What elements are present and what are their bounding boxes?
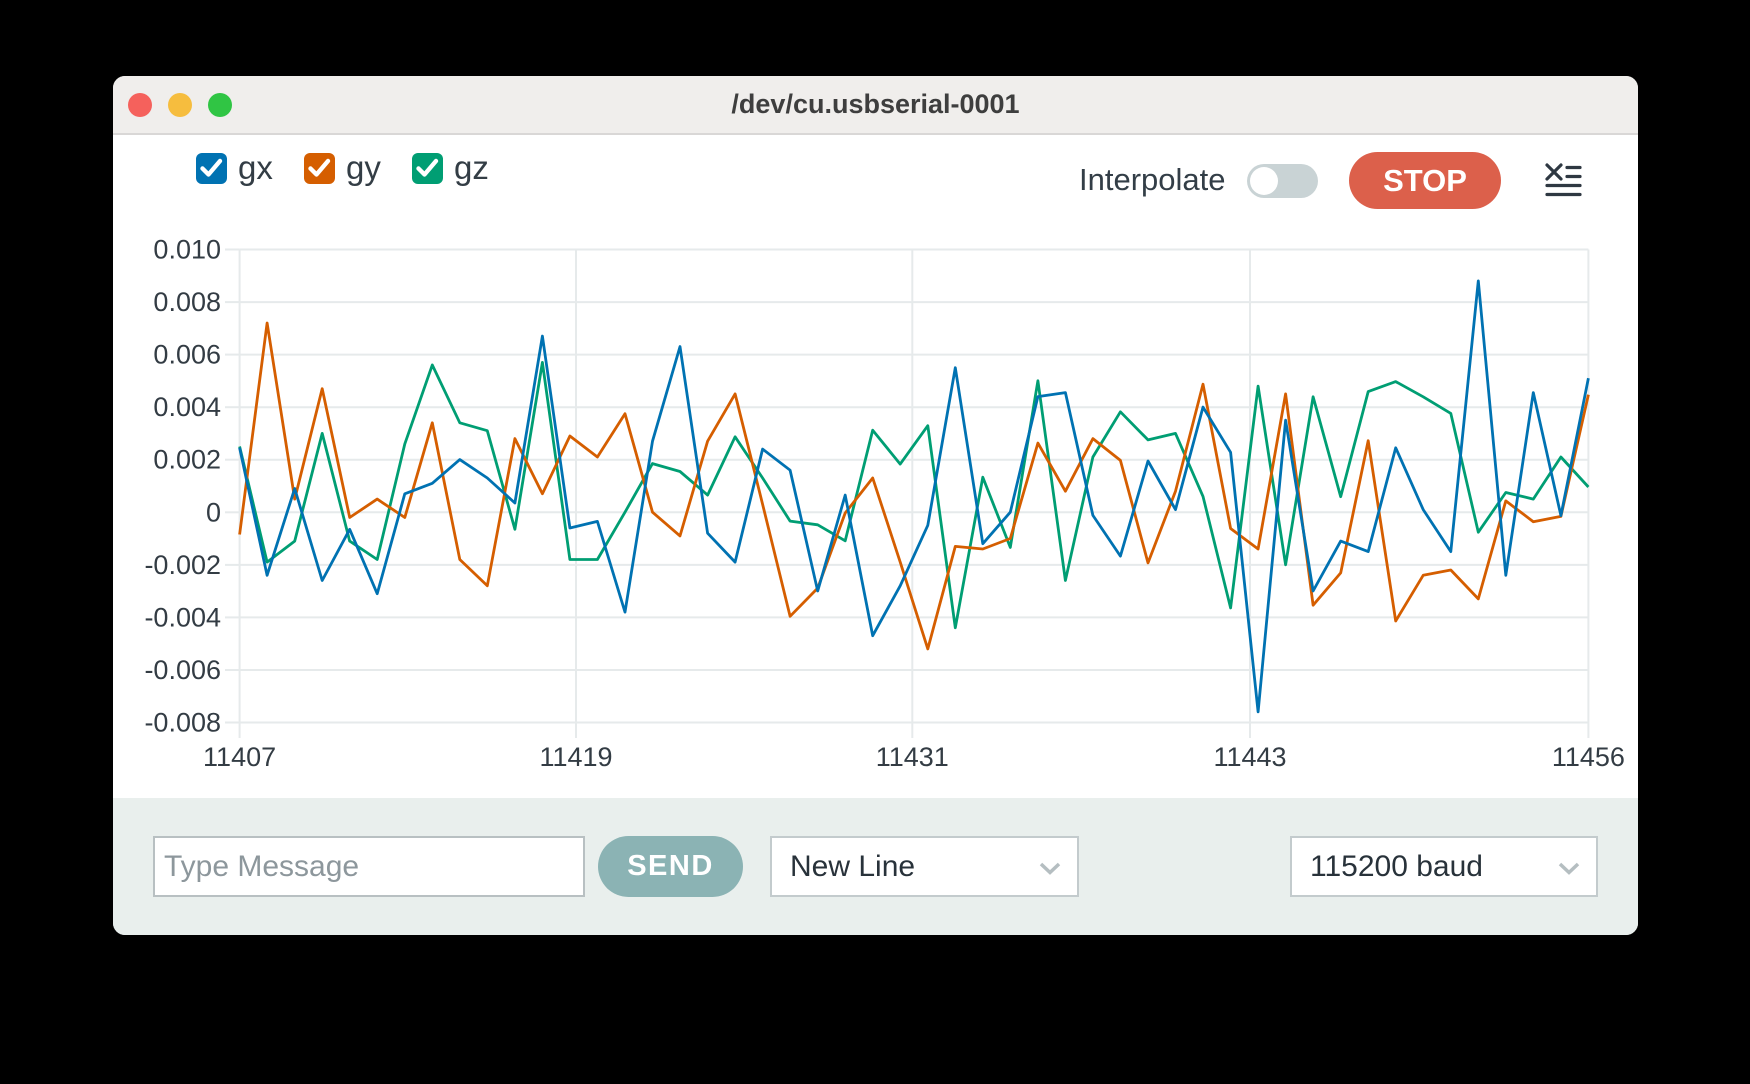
svg-text:11407: 11407 [203,742,276,772]
svg-text:11443: 11443 [1213,742,1286,772]
svg-text:11419: 11419 [539,742,612,772]
svg-text:-0.002: -0.002 [144,550,221,580]
svg-text:11431: 11431 [876,742,949,772]
svg-text:-0.004: -0.004 [144,602,221,632]
svg-text:0: 0 [206,497,221,527]
svg-text:-0.006: -0.006 [144,655,221,685]
svg-text:0.010: 0.010 [153,235,221,265]
svg-text:0.006: 0.006 [153,340,221,370]
svg-text:-0.008: -0.008 [144,708,221,738]
svg-text:0.002: 0.002 [153,445,221,475]
svg-text:11456: 11456 [1552,742,1625,772]
svg-text:0.008: 0.008 [153,287,221,317]
svg-text:0.004: 0.004 [153,392,221,422]
